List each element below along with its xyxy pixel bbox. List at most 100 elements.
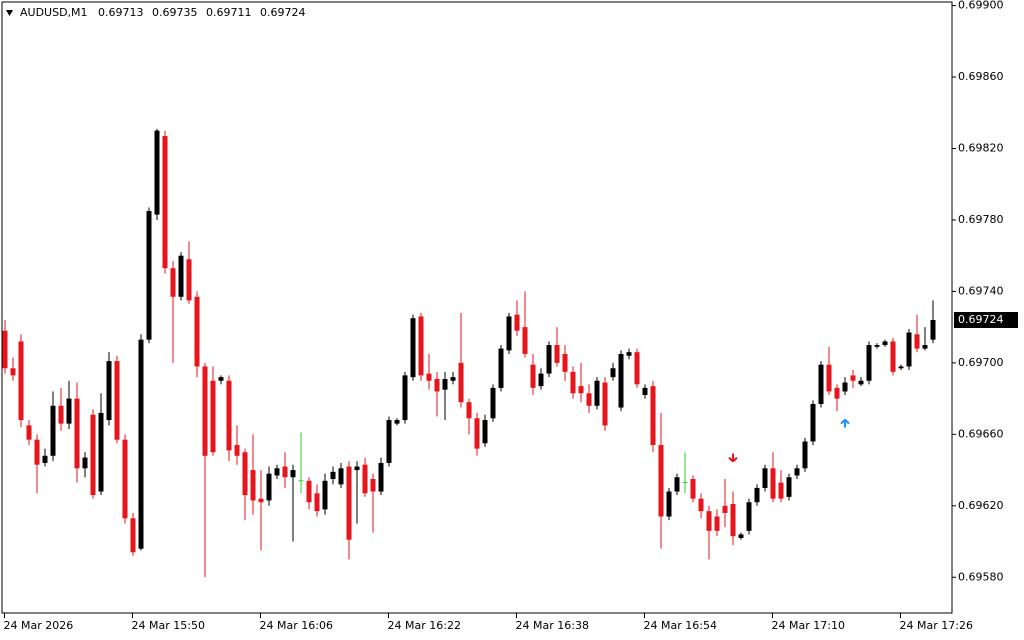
- y-tick-label: 0.69580: [958, 570, 1004, 583]
- candle-body: [10, 368, 16, 376]
- y-tick-label: 0.69780: [958, 213, 1004, 226]
- candle-body: [786, 477, 792, 497]
- candle-body: [18, 341, 24, 421]
- candle-body: [906, 332, 912, 367]
- candle-body: [730, 504, 736, 537]
- x-tick-label: 24 Mar 16:22: [388, 619, 461, 632]
- x-tick-label: 24 Mar 16:06: [260, 619, 333, 632]
- candle-body: [602, 382, 608, 426]
- candle-body: [426, 373, 432, 381]
- price-label: 0.69724: [958, 313, 1004, 326]
- candle-body: [170, 268, 176, 297]
- candle-body: [522, 327, 528, 354]
- symbol-title: AUDUSD,M1: [20, 6, 88, 19]
- candle-body: [594, 380, 600, 406]
- candle-body: [330, 471, 336, 480]
- candle-body: [482, 420, 488, 444]
- candle-body: [226, 380, 232, 451]
- candle-body: [514, 314, 520, 331]
- y-tick-label: 0.69900: [958, 0, 1004, 12]
- candle-body: [74, 398, 80, 469]
- candle-body: [250, 470, 256, 501]
- candle-body: [850, 375, 856, 381]
- candle-body: [882, 341, 888, 346]
- candle-body: [258, 498, 264, 503]
- candle-body: [314, 493, 320, 512]
- candle-body: [130, 518, 136, 553]
- candle-body: [842, 382, 848, 392]
- y-tick-label: 0.69620: [958, 499, 1004, 512]
- candle-body: [210, 380, 216, 453]
- header-high: 0.69735: [152, 6, 198, 19]
- candle-body: [690, 479, 696, 499]
- candle-body: [666, 491, 672, 517]
- candle-body: [442, 378, 448, 390]
- candle-body: [650, 386, 656, 446]
- candle-body: [762, 468, 768, 488]
- candle-body: [746, 502, 752, 531]
- candle-body: [626, 352, 632, 356]
- candle-body: [898, 366, 904, 369]
- candle-body: [106, 361, 112, 421]
- x-tick-label: 24 Mar 17:26: [900, 619, 973, 632]
- candle-body: [634, 352, 640, 385]
- candle-body: [538, 373, 544, 387]
- y-tick-label: 0.69820: [958, 141, 1004, 154]
- candle-body: [82, 457, 88, 469]
- y-tick-label: 0.69740: [958, 284, 1004, 297]
- candle-body: [234, 445, 240, 456]
- candle-body: [146, 211, 152, 340]
- candle-body: [674, 477, 680, 492]
- candle-body: [418, 316, 424, 376]
- candle-body: [338, 468, 344, 485]
- x-tick-label: 24 Mar 15:50: [132, 619, 205, 632]
- candle-body: [466, 402, 472, 419]
- candle-body: [562, 353, 568, 372]
- candle-body: [498, 348, 504, 388]
- candle-body: [714, 516, 720, 531]
- candle-body: [346, 466, 352, 540]
- candle-body: [642, 387, 648, 396]
- candle-body: [858, 380, 864, 385]
- candle-body: [90, 414, 96, 496]
- candle-body: [914, 334, 920, 349]
- y-tick-label: 0.69660: [958, 427, 1004, 440]
- candle-body: [306, 480, 312, 503]
- candle-body: [490, 387, 496, 419]
- x-tick-label: 24 Mar 17:10: [772, 619, 845, 632]
- candle-body: [154, 130, 160, 215]
- candle-body: [698, 498, 704, 512]
- candle-body: [378, 462, 384, 492]
- candle-body: [570, 371, 576, 394]
- candle-body: [362, 464, 368, 494]
- x-tick-label: 24 Mar 16:38: [516, 619, 589, 632]
- candle-body: [122, 439, 128, 519]
- candle-body: [754, 487, 760, 503]
- y-tick-label: 0.69700: [958, 356, 1004, 369]
- candle-body: [266, 473, 272, 501]
- candle-body: [218, 377, 224, 381]
- candle-body: [834, 387, 840, 399]
- candle-body: [618, 353, 624, 408]
- collapse-icon[interactable]: [6, 10, 13, 16]
- candle-body: [658, 445, 664, 517]
- signal-arrow: [728, 453, 738, 463]
- candle-body: [818, 364, 824, 404]
- candle-body: [242, 452, 248, 496]
- candle-body: [458, 362, 464, 403]
- x-tick-label: 24 Mar 16:54: [644, 619, 717, 632]
- candle-body: [706, 511, 712, 531]
- plot-frame: [1, 1, 953, 614]
- candle-body: [722, 505, 728, 513]
- candle-body: [778, 482, 784, 499]
- price-label-bg: [954, 312, 1018, 329]
- candle-body: [546, 345, 552, 374]
- candle-body: [402, 375, 408, 421]
- candle-body: [578, 386, 584, 394]
- candle-body: [410, 318, 416, 378]
- candle-body: [282, 466, 288, 478]
- candle-body: [274, 468, 280, 476]
- candle-body: [930, 320, 936, 340]
- candle-body: [506, 316, 512, 351]
